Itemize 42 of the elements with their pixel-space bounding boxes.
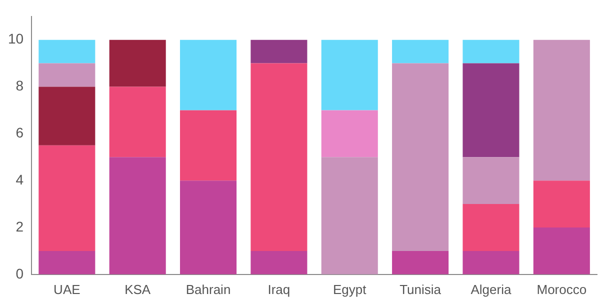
bar <box>533 227 590 274</box>
x-tick-label: UAE <box>54 282 81 297</box>
bar <box>250 40 308 64</box>
y-tick-label: 6 <box>16 124 24 141</box>
bar <box>38 86 96 146</box>
x-tick-label: KSA <box>124 282 151 297</box>
y-tick-label: 0 <box>16 265 24 282</box>
bar <box>321 40 378 110</box>
y-tick-label: 4 <box>16 171 24 188</box>
bar <box>180 110 237 181</box>
bar <box>180 180 237 274</box>
y-tick-label: 8 <box>16 78 24 94</box>
bar <box>462 157 520 204</box>
bar <box>250 63 308 251</box>
bar <box>392 250 449 274</box>
x-tick-label: Iraq <box>268 282 290 297</box>
bar <box>392 40 449 64</box>
bar <box>321 110 378 158</box>
x-tick-label: Bahrain <box>186 282 231 297</box>
bar <box>533 180 590 228</box>
bar <box>109 86 166 158</box>
x-tick-label: Egypt <box>333 282 367 297</box>
bar <box>109 157 166 274</box>
y-tick-label: 10 <box>8 30 24 47</box>
bar <box>38 250 96 274</box>
bar <box>250 250 308 274</box>
bar <box>38 145 96 251</box>
bar <box>392 63 449 251</box>
bar <box>462 40 520 64</box>
x-tick-label: Morocco <box>536 282 587 297</box>
bar <box>462 63 520 158</box>
bar <box>180 40 237 110</box>
bar <box>38 40 96 64</box>
bar <box>38 63 96 87</box>
x-tick-label: Tunisia <box>400 282 442 297</box>
bar <box>462 250 520 274</box>
bar <box>321 157 378 274</box>
x-tick-label: Algeria <box>470 282 512 297</box>
y-tick-label: 2 <box>16 218 24 234</box>
bar <box>462 204 520 251</box>
bar <box>109 40 166 87</box>
bar <box>533 40 590 181</box>
